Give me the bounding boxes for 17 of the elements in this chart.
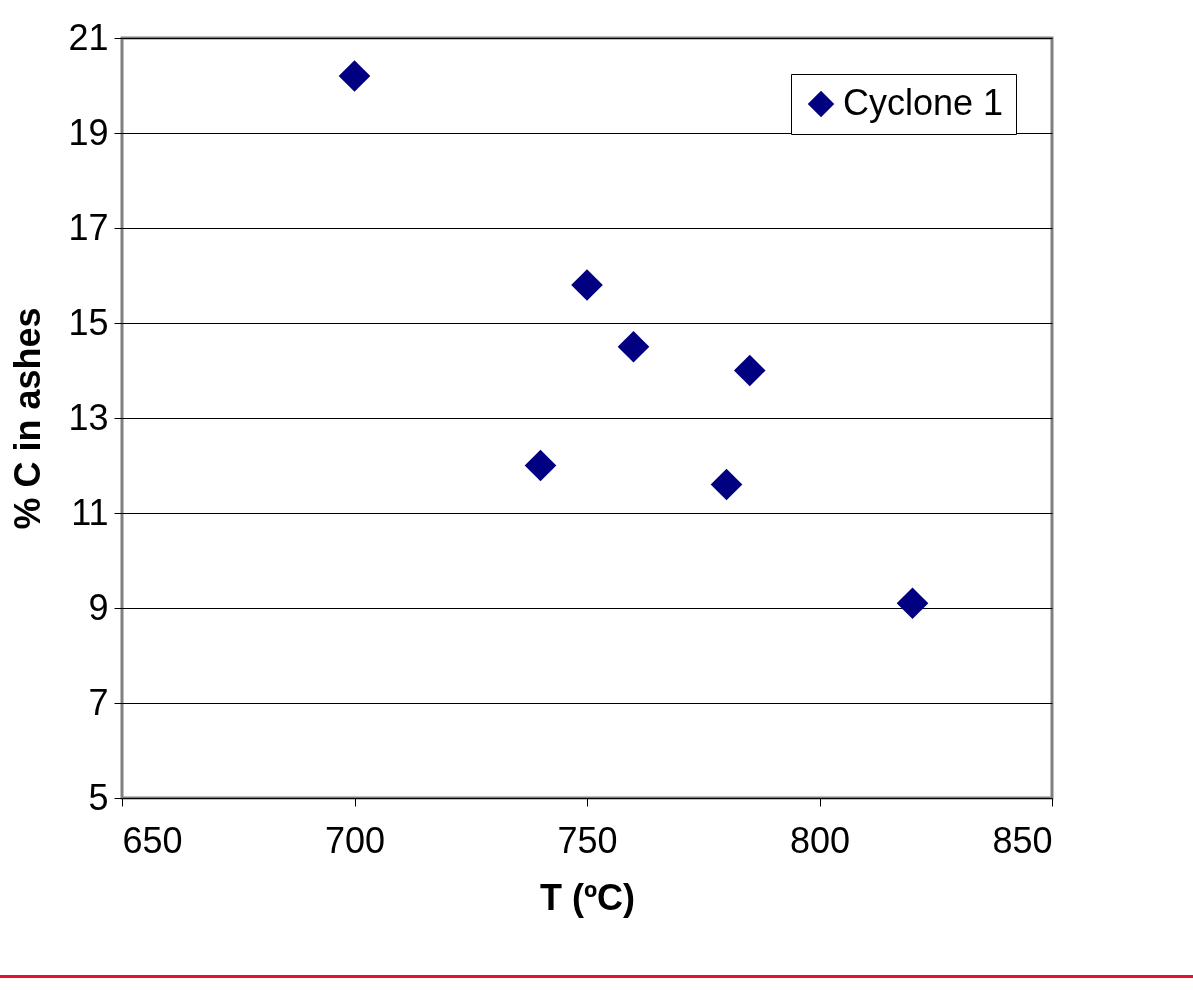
x-tick-label: 800 — [789, 819, 851, 861]
y-tick-label: 9 — [88, 586, 109, 628]
x-tick-label: 850 — [992, 819, 1053, 861]
y-tick-label: 19 — [68, 111, 109, 153]
x-tick-label: 750 — [557, 819, 618, 861]
y-axis-title: % C in ashes — [7, 307, 49, 530]
y-tick-label: 21 — [68, 16, 109, 58]
y-tick-label: 15 — [68, 301, 109, 343]
x-axis-title: T (ºC) — [539, 876, 636, 918]
y-tick-label: 13 — [68, 396, 109, 438]
y-tick-label: 17 — [68, 206, 109, 248]
y-tick-label: 5 — [88, 776, 109, 818]
x-tick-label: 650 — [122, 819, 183, 861]
y-tick-label: 11 — [71, 491, 109, 533]
legend-label: Cyclone 1 — [843, 82, 1004, 123]
y-tick-label: 7 — [88, 681, 109, 723]
x-tick-label: 700 — [324, 819, 386, 861]
